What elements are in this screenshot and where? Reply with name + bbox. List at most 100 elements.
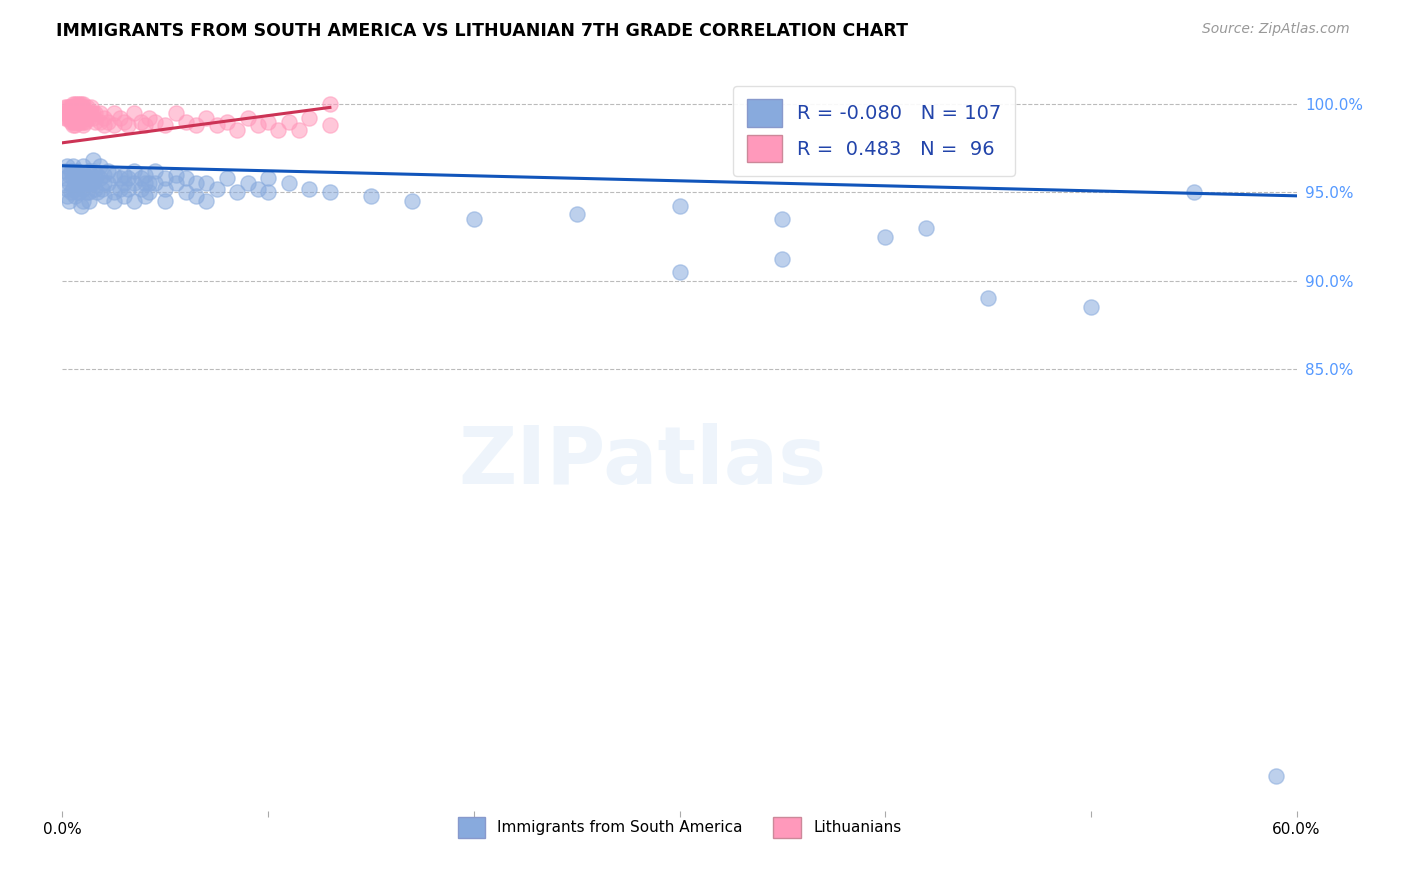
Point bbox=[89, 105, 111, 120]
Point bbox=[565, 206, 588, 220]
Point bbox=[134, 189, 156, 203]
Point bbox=[58, 105, 80, 120]
Legend: Immigrants from South America, Lithuanians: Immigrants from South America, Lithuania… bbox=[451, 811, 907, 845]
Point bbox=[53, 164, 76, 178]
Point bbox=[66, 109, 89, 123]
Point bbox=[134, 177, 156, 191]
Point bbox=[66, 105, 89, 120]
Point bbox=[97, 164, 120, 178]
Point bbox=[82, 164, 104, 178]
Point bbox=[215, 171, 238, 186]
Point bbox=[53, 100, 76, 114]
Point bbox=[62, 182, 84, 196]
Point bbox=[67, 171, 90, 186]
Point bbox=[257, 171, 280, 186]
Point bbox=[186, 177, 208, 191]
Point bbox=[63, 189, 86, 203]
Point bbox=[298, 182, 321, 196]
Point bbox=[195, 194, 218, 208]
Point bbox=[186, 189, 208, 203]
Point bbox=[134, 168, 156, 182]
Point bbox=[93, 111, 115, 125]
Point bbox=[226, 123, 249, 137]
Point bbox=[75, 111, 97, 125]
Point bbox=[62, 100, 84, 114]
Point bbox=[90, 182, 112, 196]
Point bbox=[70, 168, 93, 182]
Point bbox=[63, 177, 86, 191]
Point bbox=[72, 182, 94, 196]
Point bbox=[62, 118, 84, 132]
Point bbox=[75, 114, 97, 128]
Point bbox=[138, 111, 160, 125]
Point bbox=[67, 111, 90, 125]
Point bbox=[80, 105, 103, 120]
Point bbox=[63, 114, 86, 128]
Point bbox=[89, 159, 111, 173]
Point bbox=[401, 194, 423, 208]
Point bbox=[55, 111, 77, 125]
Point bbox=[1182, 186, 1205, 200]
Point bbox=[103, 186, 125, 200]
Point bbox=[103, 168, 125, 182]
Point bbox=[1265, 769, 1288, 783]
Point bbox=[53, 105, 76, 120]
Point bbox=[72, 100, 94, 114]
Point bbox=[67, 96, 90, 111]
Point bbox=[62, 105, 84, 120]
Point bbox=[319, 118, 342, 132]
Point bbox=[86, 186, 108, 200]
Point bbox=[205, 182, 228, 196]
Point bbox=[915, 220, 938, 235]
Point bbox=[277, 177, 299, 191]
Point bbox=[267, 123, 290, 137]
Point bbox=[58, 168, 80, 182]
Point bbox=[82, 111, 104, 125]
Point bbox=[112, 114, 135, 128]
Point bbox=[215, 114, 238, 128]
Point bbox=[59, 111, 82, 125]
Point bbox=[103, 194, 125, 208]
Point bbox=[67, 114, 90, 128]
Point bbox=[76, 186, 98, 200]
Point bbox=[63, 105, 86, 120]
Point bbox=[70, 114, 93, 128]
Point bbox=[93, 168, 115, 182]
Point bbox=[58, 111, 80, 125]
Point bbox=[82, 177, 104, 191]
Point bbox=[257, 114, 280, 128]
Point bbox=[80, 100, 103, 114]
Point bbox=[277, 114, 299, 128]
Text: ZIPatlas: ZIPatlas bbox=[458, 423, 827, 501]
Point bbox=[129, 114, 152, 128]
Point bbox=[53, 171, 76, 186]
Point bbox=[72, 118, 94, 132]
Y-axis label: 7th Grade: 7th Grade bbox=[0, 401, 7, 478]
Point bbox=[165, 168, 187, 182]
Point bbox=[84, 171, 107, 186]
Point bbox=[67, 100, 90, 114]
Point bbox=[77, 111, 100, 125]
Point bbox=[67, 105, 90, 120]
Point bbox=[66, 114, 89, 128]
Point bbox=[93, 177, 115, 191]
Point bbox=[124, 164, 146, 178]
Point bbox=[143, 164, 166, 178]
Point bbox=[59, 105, 82, 120]
Point bbox=[257, 186, 280, 200]
Point bbox=[63, 100, 86, 114]
Point bbox=[155, 194, 177, 208]
Point bbox=[66, 103, 89, 118]
Point bbox=[62, 96, 84, 111]
Point bbox=[124, 105, 146, 120]
Point bbox=[174, 186, 197, 200]
Point bbox=[134, 118, 156, 132]
Point bbox=[58, 100, 80, 114]
Point bbox=[66, 100, 89, 114]
Point bbox=[62, 114, 84, 128]
Point bbox=[186, 118, 208, 132]
Point bbox=[66, 186, 89, 200]
Point bbox=[319, 186, 342, 200]
Point bbox=[103, 105, 125, 120]
Point bbox=[174, 171, 197, 186]
